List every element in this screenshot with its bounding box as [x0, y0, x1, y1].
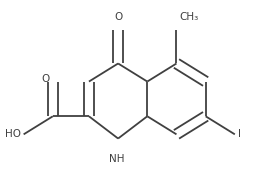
Text: HO: HO	[5, 129, 21, 139]
Text: I: I	[238, 129, 241, 139]
Text: NH: NH	[109, 154, 125, 164]
Text: O: O	[114, 12, 122, 22]
Text: O: O	[42, 74, 50, 84]
Text: CH₃: CH₃	[179, 12, 199, 22]
